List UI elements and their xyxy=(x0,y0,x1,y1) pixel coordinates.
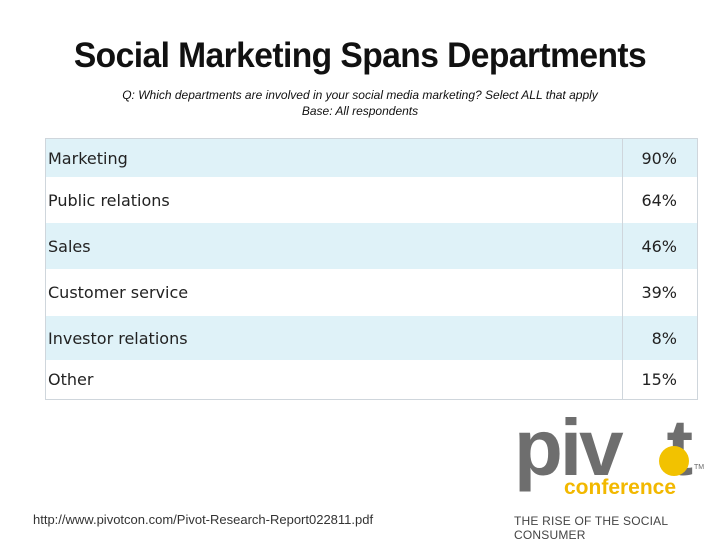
table-row: Investor relations 8% xyxy=(46,316,697,360)
row-label: Marketing xyxy=(48,148,128,168)
logo-dot-icon xyxy=(659,446,689,476)
row-label: Customer service xyxy=(48,283,189,302)
row-value: 90% xyxy=(641,148,677,168)
survey-question: Q: Which departments are involved in you… xyxy=(122,88,598,102)
logo-tagline: THE RISE OF THE SOCIAL CONSUMER xyxy=(514,514,668,542)
table-row: Customer service 39% xyxy=(46,269,697,316)
source-url: http://www.pivotcon.com/Pivot-Research-R… xyxy=(33,512,374,527)
row-label: Sales xyxy=(48,236,91,256)
column-divider xyxy=(622,223,623,269)
pivot-conference-logo: pivot TM conference THE RISE OF THE SOCI… xyxy=(514,408,710,542)
column-divider xyxy=(622,177,623,223)
row-label: Public relations xyxy=(48,190,170,210)
logo-tm: TM xyxy=(694,464,705,471)
slide-title: Social Marketing Spans Departments xyxy=(73,36,647,75)
row-label: Other xyxy=(48,370,94,389)
table-row: Other 15% xyxy=(46,360,697,399)
table-row: Public relations 64% xyxy=(46,177,697,223)
table-row: Sales 46% xyxy=(46,223,697,269)
column-divider xyxy=(622,360,623,399)
row-value: 8% xyxy=(651,328,677,348)
row-value: 64% xyxy=(641,190,677,210)
row-value: 15% xyxy=(641,370,677,389)
logo-conference: conference xyxy=(564,476,677,499)
row-value: 46% xyxy=(641,236,677,256)
column-divider xyxy=(622,269,623,316)
table-row: Marketing 90% xyxy=(46,139,697,177)
row-value: 39% xyxy=(641,283,677,302)
column-divider xyxy=(622,139,623,177)
results-table: Marketing 90% Public relations 64% Sales 46% C… xyxy=(45,138,698,400)
column-divider xyxy=(622,316,623,360)
survey-base: Base: All respondents xyxy=(301,104,419,118)
row-label: Investor relations xyxy=(48,328,188,348)
